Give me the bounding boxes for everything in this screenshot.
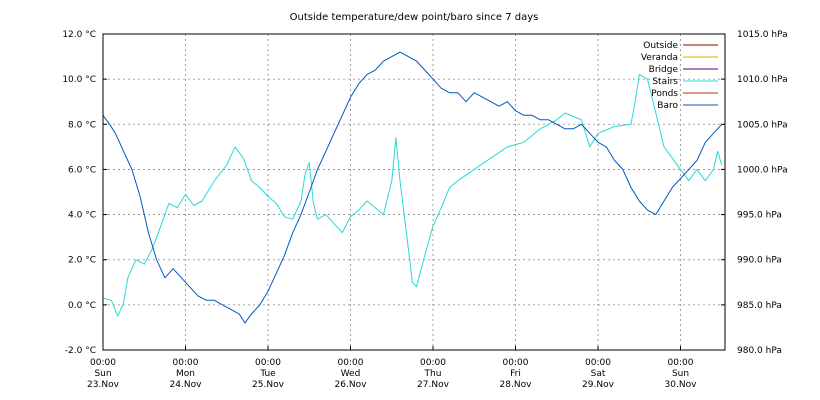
x-tick-label: 23.Nov xyxy=(87,380,120,390)
y-right-tick-label: 1010.0 hPa xyxy=(737,75,788,85)
x-tick-label: 00:00 xyxy=(173,358,199,368)
y-right-tick-label: 1015.0 hPa xyxy=(737,30,788,40)
x-tick-label: 00:00 xyxy=(585,358,611,368)
y-right-tick-labels: 980.0 hPa 985.0 hPa 990.0 hPa 995.0 hPa 1000… xyxy=(737,30,788,356)
x-tick-label: 00:00 xyxy=(668,358,694,368)
y-left-tick-labels: -2.0 °C 0.0 °C 2.0 °C 4.0 °C 6.0 °C 8.0 °C 10.… xyxy=(62,30,96,356)
y-right-tick-label: 990.0 hPa xyxy=(737,256,782,266)
y-left-tick-label: 8.0 °C xyxy=(68,120,96,130)
x-tick-label: Sun xyxy=(672,369,689,379)
x-tick-labels: 00:00Sun23.Nov00:00Mon24.Nov00:00Tue25.N… xyxy=(87,358,697,390)
plot-frame xyxy=(102,33,726,351)
legend-label-veranda: Veranda xyxy=(641,53,678,63)
series-line-stairs xyxy=(102,74,723,317)
legend-label-baro: Baro xyxy=(657,101,678,111)
x-tick-label: 29.Nov xyxy=(582,380,615,390)
y-left-tick-label: -2.0 °C xyxy=(65,346,96,356)
grid xyxy=(103,34,725,350)
chart-title: Outside temperature/dew point/baro since… xyxy=(290,12,539,23)
x-tick-label: 00:00 xyxy=(503,358,529,368)
legend: Outside Veranda Bridge Stairs Ponds Baro xyxy=(641,41,718,111)
y-right-tick-label: 995.0 hPa xyxy=(737,211,782,221)
y-right-tick-label: 1005.0 hPa xyxy=(737,120,788,130)
y-left-tick-label: 2.0 °C xyxy=(68,256,96,266)
legend-label-outside: Outside xyxy=(643,41,678,51)
y-right-tick-label: 985.0 hPa xyxy=(737,301,782,311)
y-right-tick-label: 1000.0 hPa xyxy=(737,165,788,175)
y-left-tick-label: 12.0 °C xyxy=(62,30,96,40)
x-tick-label: Sun xyxy=(94,369,111,379)
series-line-baro xyxy=(102,51,723,324)
x-tick-label: 27.Nov xyxy=(417,380,450,390)
x-tick-label: Fri xyxy=(510,369,521,379)
y-right-tick-label: 980.0 hPa xyxy=(737,346,782,356)
y-left-tick-label: 0.0 °C xyxy=(68,301,96,311)
legend-label-stairs: Stairs xyxy=(652,77,678,87)
x-tick-label: Sat xyxy=(591,369,606,379)
x-tick-label: 25.Nov xyxy=(252,380,285,390)
x-tick-label: 30.Nov xyxy=(665,380,698,390)
x-tick-label: Wed xyxy=(341,369,361,379)
legend-label-ponds: Ponds xyxy=(651,89,678,99)
legend-label-bridge: Bridge xyxy=(649,65,679,75)
x-tick-label: 26.Nov xyxy=(335,380,368,390)
tick-marks xyxy=(102,33,725,351)
x-tick-label: 00:00 xyxy=(420,358,446,368)
y-left-tick-label: 10.0 °C xyxy=(62,75,96,85)
series-lines xyxy=(102,51,723,324)
x-tick-label: Thu xyxy=(424,369,442,379)
x-tick-label: 00:00 xyxy=(90,358,116,368)
x-tick-label: 24.Nov xyxy=(170,380,203,390)
x-tick-label: Tue xyxy=(259,369,276,379)
y-left-tick-label: 6.0 °C xyxy=(68,165,96,175)
x-tick-label: 28.Nov xyxy=(500,380,533,390)
x-tick-label: Mon xyxy=(176,369,195,379)
x-tick-label: 00:00 xyxy=(338,358,364,368)
x-tick-label: 00:00 xyxy=(255,358,281,368)
y-left-tick-label: 4.0 °C xyxy=(68,211,96,221)
